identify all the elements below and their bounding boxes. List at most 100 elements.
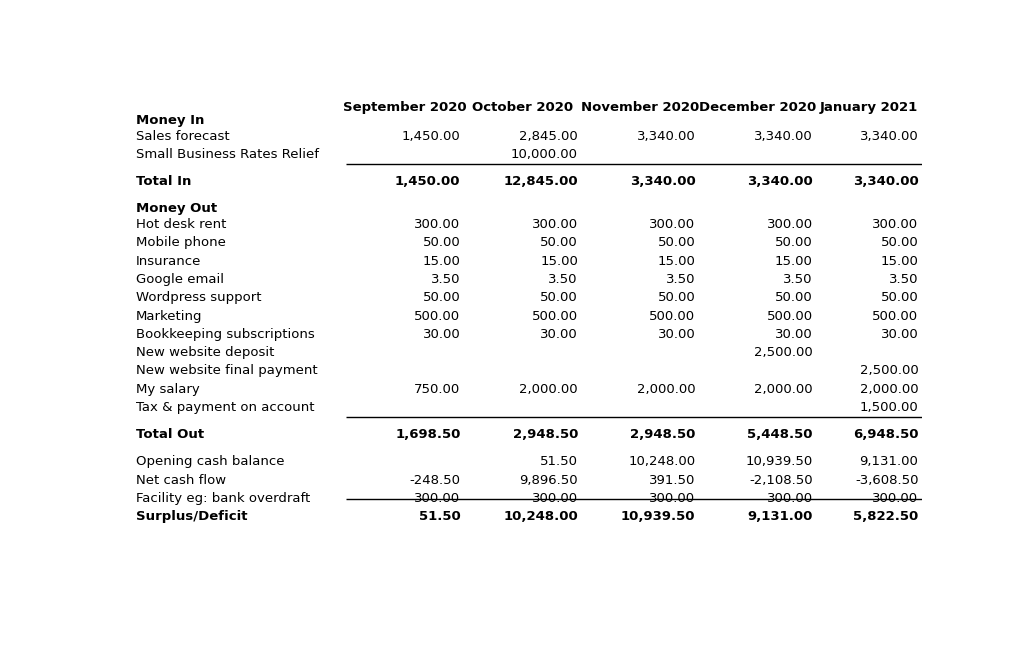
Text: September 2020: September 2020 xyxy=(343,101,467,114)
Text: 300.00: 300.00 xyxy=(415,492,461,505)
Text: 500.00: 500.00 xyxy=(415,309,461,322)
Text: 30.00: 30.00 xyxy=(541,328,578,341)
Text: 10,939.50: 10,939.50 xyxy=(621,510,695,523)
Text: Google email: Google email xyxy=(136,273,224,286)
Text: 3.50: 3.50 xyxy=(783,273,813,286)
Text: 300.00: 300.00 xyxy=(649,492,695,505)
Text: 10,248.00: 10,248.00 xyxy=(629,456,695,469)
Text: 500.00: 500.00 xyxy=(531,309,578,322)
Text: 9,131.00: 9,131.00 xyxy=(748,510,813,523)
Text: 15.00: 15.00 xyxy=(657,255,695,268)
Text: 50.00: 50.00 xyxy=(881,237,919,250)
Text: Facility eg: bank overdraft: Facility eg: bank overdraft xyxy=(136,492,310,505)
Text: November 2020: November 2020 xyxy=(581,101,699,114)
Text: 15.00: 15.00 xyxy=(540,255,578,268)
Text: 1,450.00: 1,450.00 xyxy=(401,129,461,142)
Text: 2,500.00: 2,500.00 xyxy=(754,346,813,359)
Text: 15.00: 15.00 xyxy=(775,255,813,268)
Text: 300.00: 300.00 xyxy=(872,492,919,505)
Text: 300.00: 300.00 xyxy=(649,218,695,231)
Text: 3,340.00: 3,340.00 xyxy=(860,129,919,142)
Text: 500.00: 500.00 xyxy=(767,309,813,322)
Text: Opening cash balance: Opening cash balance xyxy=(136,456,285,469)
Text: 391.50: 391.50 xyxy=(649,474,695,487)
Text: 51.50: 51.50 xyxy=(419,510,461,523)
Text: Small Business Rates Relief: Small Business Rates Relief xyxy=(136,148,318,161)
Text: 2,948.50: 2,948.50 xyxy=(513,428,578,441)
Text: 300.00: 300.00 xyxy=(767,492,813,505)
Text: -2,108.50: -2,108.50 xyxy=(750,474,813,487)
Text: 50.00: 50.00 xyxy=(423,237,461,250)
Text: 50.00: 50.00 xyxy=(541,237,578,250)
Text: 1,450.00: 1,450.00 xyxy=(395,175,461,188)
Text: 2,000.00: 2,000.00 xyxy=(519,383,578,396)
Text: 15.00: 15.00 xyxy=(881,255,919,268)
Text: Insurance: Insurance xyxy=(136,255,202,268)
Text: 2,000.00: 2,000.00 xyxy=(637,383,695,396)
Text: 300.00: 300.00 xyxy=(872,218,919,231)
Text: January 2021: January 2021 xyxy=(819,101,918,114)
Text: 50.00: 50.00 xyxy=(881,291,919,304)
Text: 12,845.00: 12,845.00 xyxy=(504,175,578,188)
Text: 30.00: 30.00 xyxy=(423,328,461,341)
Text: -3,608.50: -3,608.50 xyxy=(855,474,919,487)
Text: 6,948.50: 6,948.50 xyxy=(853,428,919,441)
Text: Sales forecast: Sales forecast xyxy=(136,129,229,142)
Text: Net cash flow: Net cash flow xyxy=(136,474,226,487)
Text: 750.00: 750.00 xyxy=(415,383,461,396)
Text: 2,000.00: 2,000.00 xyxy=(755,383,813,396)
Text: My salary: My salary xyxy=(136,383,200,396)
Text: 10,000.00: 10,000.00 xyxy=(511,148,578,161)
Text: 3.50: 3.50 xyxy=(666,273,695,286)
Text: Total Out: Total Out xyxy=(136,428,204,441)
Text: 3,340.00: 3,340.00 xyxy=(637,129,695,142)
Text: 500.00: 500.00 xyxy=(872,309,919,322)
Text: 50.00: 50.00 xyxy=(775,237,813,250)
Text: 3.50: 3.50 xyxy=(431,273,461,286)
Text: 500.00: 500.00 xyxy=(649,309,695,322)
Text: 3,340.00: 3,340.00 xyxy=(754,129,813,142)
Text: December 2020: December 2020 xyxy=(698,101,816,114)
Text: 2,000.00: 2,000.00 xyxy=(860,383,919,396)
Text: 5,448.50: 5,448.50 xyxy=(748,428,813,441)
Text: 3.50: 3.50 xyxy=(549,273,578,286)
Text: Hot desk rent: Hot desk rent xyxy=(136,218,226,231)
Text: 9,896.50: 9,896.50 xyxy=(519,474,578,487)
Text: Bookkeeping subscriptions: Bookkeeping subscriptions xyxy=(136,328,314,341)
Text: 2,948.50: 2,948.50 xyxy=(630,428,695,441)
Text: 3,340.00: 3,340.00 xyxy=(630,175,695,188)
Text: 50.00: 50.00 xyxy=(657,291,695,304)
Text: 50.00: 50.00 xyxy=(775,291,813,304)
Text: 300.00: 300.00 xyxy=(767,218,813,231)
Text: 50.00: 50.00 xyxy=(657,237,695,250)
Text: 5,822.50: 5,822.50 xyxy=(853,510,919,523)
Text: Surplus/Deficit: Surplus/Deficit xyxy=(136,510,248,523)
Text: 3.50: 3.50 xyxy=(889,273,919,286)
Text: -248.50: -248.50 xyxy=(410,474,461,487)
Text: 3,340.00: 3,340.00 xyxy=(748,175,813,188)
Text: Mobile phone: Mobile phone xyxy=(136,237,226,250)
Text: Money In: Money In xyxy=(136,114,205,127)
Text: 300.00: 300.00 xyxy=(531,492,578,505)
Text: New website deposit: New website deposit xyxy=(136,346,274,359)
Text: 50.00: 50.00 xyxy=(423,291,461,304)
Text: 1,500.00: 1,500.00 xyxy=(860,401,919,414)
Text: New website final payment: New website final payment xyxy=(136,365,317,378)
Text: Total In: Total In xyxy=(136,175,191,188)
Text: 30.00: 30.00 xyxy=(775,328,813,341)
Text: 3,340.00: 3,340.00 xyxy=(853,175,919,188)
Text: 10,939.50: 10,939.50 xyxy=(745,456,813,469)
Text: 50.00: 50.00 xyxy=(541,291,578,304)
Text: Tax & payment on account: Tax & payment on account xyxy=(136,401,314,414)
Text: 10,248.00: 10,248.00 xyxy=(503,510,578,523)
Text: 51.50: 51.50 xyxy=(540,456,578,469)
Text: 15.00: 15.00 xyxy=(423,255,461,268)
Text: Marketing: Marketing xyxy=(136,309,203,322)
Text: 2,845.00: 2,845.00 xyxy=(519,129,578,142)
Text: 300.00: 300.00 xyxy=(415,218,461,231)
Text: 9,131.00: 9,131.00 xyxy=(859,456,919,469)
Text: 1,698.50: 1,698.50 xyxy=(395,428,461,441)
Text: 2,500.00: 2,500.00 xyxy=(860,365,919,378)
Text: 30.00: 30.00 xyxy=(881,328,919,341)
Text: 300.00: 300.00 xyxy=(531,218,578,231)
